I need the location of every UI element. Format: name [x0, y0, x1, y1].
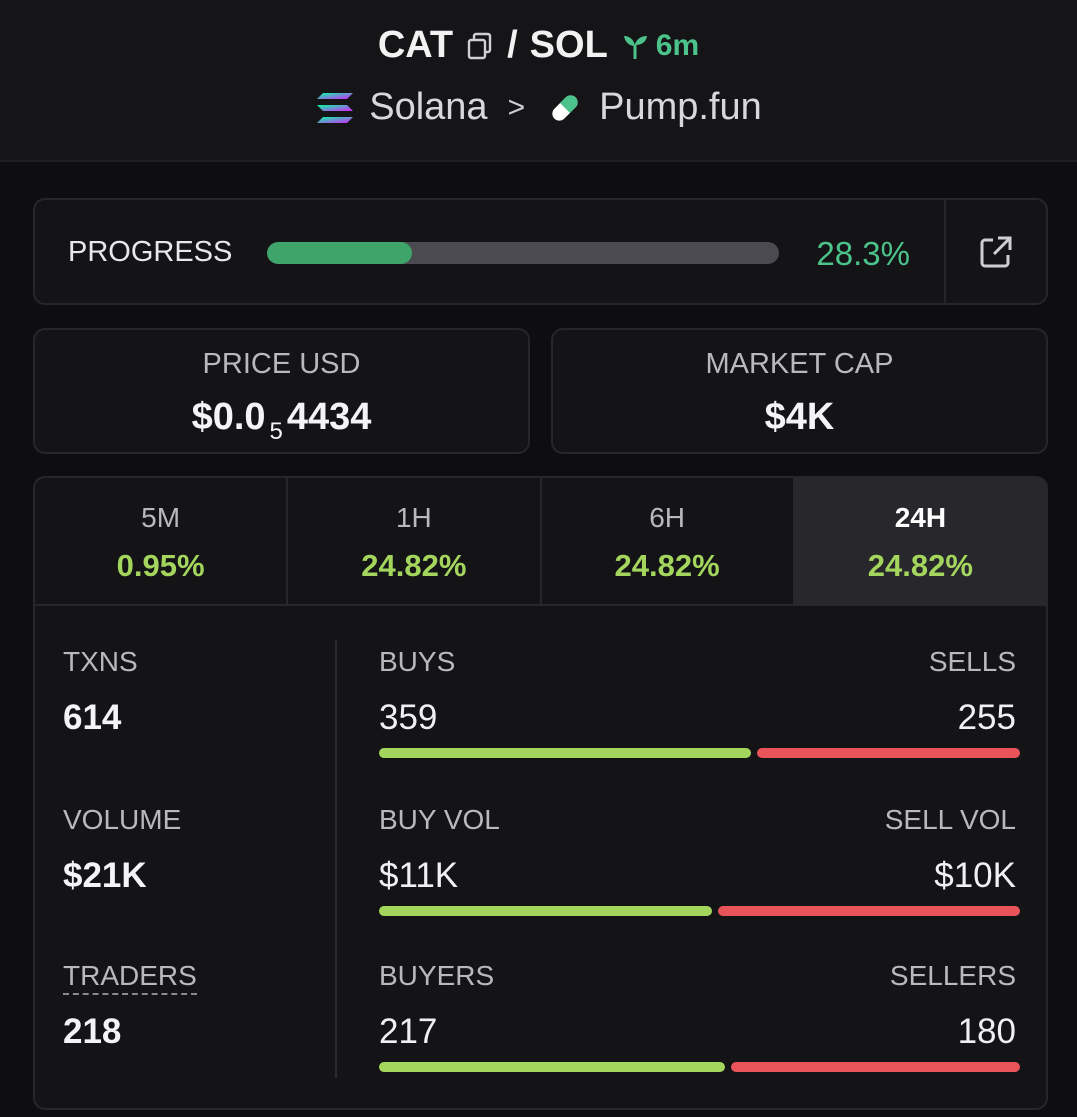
buys-label: BUYS [379, 646, 456, 677]
pair-age-text: 6m [655, 28, 700, 62]
volume-value: $21K [63, 856, 147, 895]
buys-value: 359 [379, 698, 438, 737]
tab-change: 24.82% [867, 548, 973, 583]
txns-label: TXNS [63, 646, 138, 677]
buyers-value: 217 [379, 1012, 438, 1051]
pair-title-row: CAT / SOL 6m [0, 24, 1077, 67]
sellers-label: SELLERS [889, 960, 1016, 991]
price-label: PRICE USD [202, 348, 361, 380]
progress-separator [944, 200, 946, 303]
pair-header [0, 0, 1077, 160]
price-zero-count: 5 [269, 418, 283, 445]
timeframe-tabs: 5M 0.95% 1H 24.82% 6H 24.82% 24H 24.82% [35, 478, 1046, 606]
traders-label-text: TRADERS [63, 960, 197, 995]
volume-label: VOLUME [63, 804, 182, 835]
buy-vol-label: BUY VOL [379, 804, 500, 835]
sell-vol-bar [718, 906, 1020, 916]
tab-24h[interactable]: 24H 24.82% [794, 478, 1046, 604]
tab-label: 6H [649, 502, 686, 533]
dex-link[interactable]: Pump.fun [599, 86, 762, 128]
timeframe-stats-card: 5M 0.95% 1H 24.82% 6H 24.82% 24H 24.82% … [33, 476, 1048, 1110]
price-card: PRICE USD $0.0 5 4434 [33, 328, 530, 454]
seedling-icon [623, 35, 647, 59]
tab-change: 0.95% [116, 548, 205, 583]
sell-vol-value: $10K [934, 856, 1016, 895]
solana-icon [317, 92, 354, 123]
traders-value: 218 [63, 1012, 122, 1051]
progress-label: PROGRESS [68, 236, 233, 268]
tab-change: 24.82% [614, 548, 720, 583]
buy-vol-value: $11K [379, 856, 459, 895]
tab-label: 1H [395, 502, 432, 533]
traders-label[interactable]: TRADERS [63, 960, 197, 995]
price-prefix: $0.0 [191, 396, 266, 438]
market-cap-card: MARKET CAP $4K [551, 328, 1048, 454]
progress-bar-fill [267, 242, 412, 264]
stats-separator [335, 640, 337, 1078]
sells-value: 255 [957, 698, 1016, 737]
chain-link[interactable]: Solana [369, 86, 488, 128]
tab-label: 5M [141, 502, 181, 533]
progress-card: PROGRESS 28.3% [33, 198, 1048, 305]
quote-symbol: SOL [529, 24, 608, 66]
buy-vol-bar [379, 906, 712, 916]
tab-1h[interactable]: 1H 24.82% [288, 478, 542, 604]
market-cap-value: $4K [764, 396, 835, 438]
progress-bar [267, 242, 779, 264]
header-divider [0, 160, 1077, 162]
tab-change: 24.82% [361, 548, 467, 583]
tab-6h[interactable]: 6H 24.82% [542, 478, 795, 604]
buyers-bar [379, 1062, 725, 1072]
price-digits: 4434 [286, 396, 372, 438]
sell-vol-label: SELL VOL [884, 804, 1016, 835]
sellers-value: 180 [957, 1012, 1016, 1051]
buyers-label: BUYERS [379, 960, 495, 991]
sells-label: SELLS [928, 646, 1016, 677]
progress-value: 28.3% [816, 235, 910, 272]
tab-5m[interactable]: 5M 0.95% [35, 478, 289, 604]
tab-label: 24H [894, 502, 947, 533]
pill-icon [552, 94, 578, 121]
sellers-bar [731, 1062, 1020, 1072]
chevron-right-icon: > [507, 90, 526, 124]
pair-age: 6m [620, 29, 699, 63]
breadcrumb: Solana > Pump.fun [0, 86, 1077, 129]
base-symbol: CAT [377, 24, 454, 66]
buys-bar [379, 748, 751, 758]
price-value: $0.0 5 4434 [35, 396, 528, 445]
copy-icon[interactable] [465, 31, 495, 61]
sells-bar [757, 748, 1020, 758]
pair-separator: / [507, 24, 518, 66]
external-link-icon[interactable] [978, 234, 1014, 270]
market-cap-label: MARKET CAP [705, 348, 894, 380]
txns-value: 614 [63, 698, 122, 737]
